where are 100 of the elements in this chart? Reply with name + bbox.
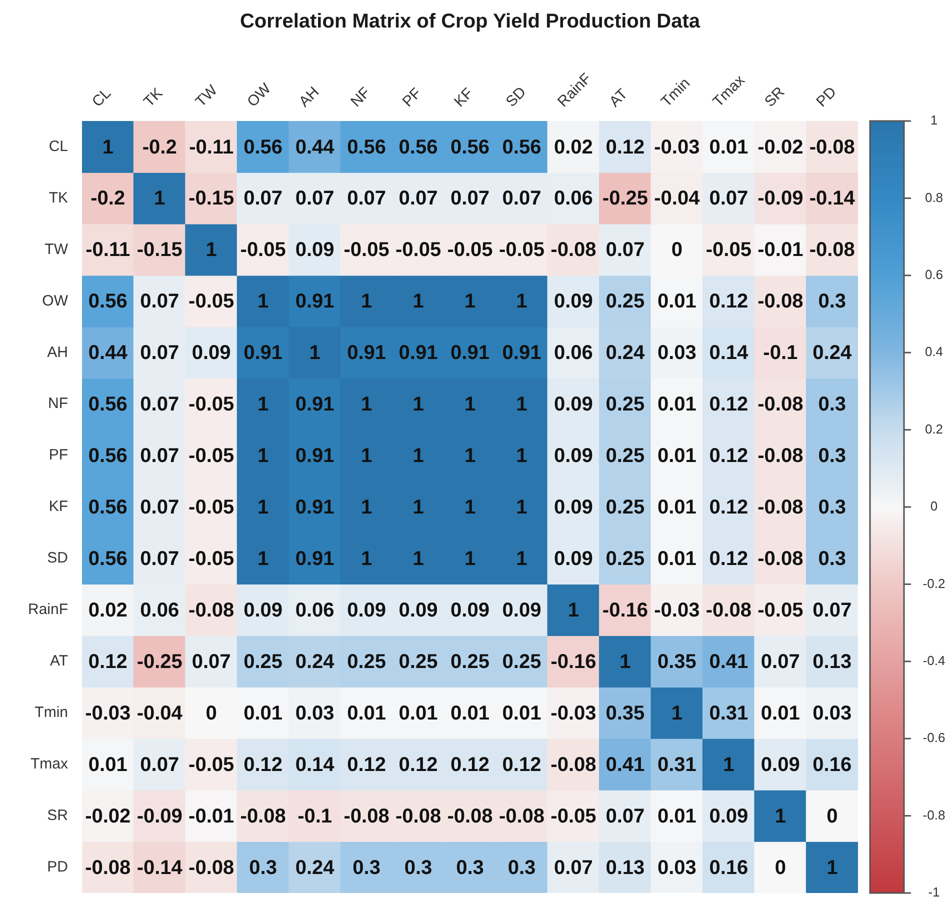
data-label: 0.31 [657,754,696,776]
data-label: 0.13 [606,856,645,879]
data-label: -0.08 [85,856,131,879]
data-label: 0.07 [140,548,180,570]
x-tick-label: AH [296,84,323,110]
data-label: 0.01 [657,445,696,468]
data-label: 1 [154,188,166,210]
data-label: 0.91 [450,342,490,364]
x-tick-label: PF [399,84,425,110]
data-label: 1 [258,445,269,468]
data-label: 0.07 [450,188,490,210]
data-label: 0.25 [347,650,386,673]
data-label: -0.05 [498,239,545,262]
data-label: 0.07 [347,188,386,210]
data-label: -0.08 [344,805,390,828]
data-label: 0.41 [709,650,748,673]
data-label: 0.07 [295,188,334,210]
data-label: 0.35 [606,702,645,724]
data-label: 1 [826,856,838,879]
data-label: -0.09 [136,805,182,828]
y-tick-label: TK [48,189,68,206]
data-label: 0.91 [502,342,542,364]
data-label: 0.01 [657,290,696,313]
data-label: 0.01 [450,702,490,724]
data-label: 0.14 [295,754,336,776]
data-label: 0.12 [709,290,748,313]
data-label: 0.01 [502,702,542,724]
data-label: -0.08 [706,599,752,622]
data-label: -0.05 [188,394,234,416]
data-label: 1 [568,599,580,622]
data-label: -0.05 [240,239,286,262]
data-label: -0.15 [136,239,182,262]
data-label: -0.08 [809,239,855,262]
data-label: 0.07 [398,188,438,210]
data-label: 0.07 [140,496,180,519]
data-label: 1 [102,136,114,158]
data-label: 1 [464,548,476,570]
data-label: 0.56 [244,136,283,158]
data-label: 0.09 [502,599,542,622]
data-label: 1 [258,496,269,519]
data-label: 0.91 [295,290,334,313]
data-label: -0.01 [758,239,804,262]
data-label: 0.03 [812,702,852,724]
data-label: -0.05 [188,445,234,468]
data-label: 0.56 [88,548,128,570]
data-label: 1 [412,290,424,313]
data-label: 0.07 [244,188,283,210]
color-bar-label: 0.2 [924,421,944,436]
data-label: -0.08 [188,856,234,879]
data-label: -0.25 [136,650,182,673]
data-label: 0.09 [554,290,593,313]
data-label: 0.12 [502,754,542,776]
data-label: 1 [412,394,424,416]
data-label: 1 [258,394,269,416]
data-label: 0.3 [249,856,277,879]
data-label: 0.06 [140,599,180,622]
data-label: -0.05 [188,290,234,313]
data-label: 0 [774,856,786,879]
data-label: 0.01 [657,548,696,570]
y-tick-label: Tmin [34,704,68,722]
data-label: -0.2 [142,136,177,158]
data-label: 0.01 [657,805,696,828]
data-label: -0.05 [550,805,596,828]
data-label: 0.25 [244,650,283,673]
data-label: 1 [516,496,528,519]
data-label: 0 [671,239,682,262]
data-label: 0.56 [88,445,128,468]
y-tick-label: AH [47,344,68,361]
data-label: 0.06 [554,188,593,210]
data-label: 0.12 [88,650,128,673]
data-label: 0.25 [502,650,542,673]
data-label: 0.25 [606,548,645,570]
data-label: 0.01 [657,394,696,416]
data-label: 1 [412,548,424,570]
y-tick-label: RainF [28,601,68,618]
data-label: 0.44 [295,136,336,158]
data-label: 0.3 [352,856,380,879]
data-label: 0.09 [554,394,593,416]
data-label: 0.12 [709,394,748,416]
data-label: 0.01 [760,702,800,724]
data-label: -0.05 [188,754,234,776]
y-tick-label: TW [44,240,69,258]
data-label: -0.05 [188,548,234,570]
data-label: 0.12 [398,754,438,776]
data-label: -0.08 [758,394,804,416]
x-tick-label: TK [140,84,166,110]
data-label: -0.02 [758,136,804,158]
chart-title: Correlation Matrix of Crop Yield Production Data [240,10,701,33]
data-label: 1 [516,548,528,570]
data-label: -0.08 [758,496,804,519]
data-label: 0.56 [88,496,128,519]
data-label: -0.1 [298,805,332,828]
x-tick-label: KF [451,84,477,110]
data-label: 1 [464,445,476,468]
x-tick-label: Tmin [658,74,694,110]
data-label: 0.56 [88,394,128,416]
data-label: 0.14 [709,342,750,364]
x-tick-label: TW [192,81,222,110]
data-label: 1 [620,650,631,673]
y-tick-label: AT [50,652,68,670]
